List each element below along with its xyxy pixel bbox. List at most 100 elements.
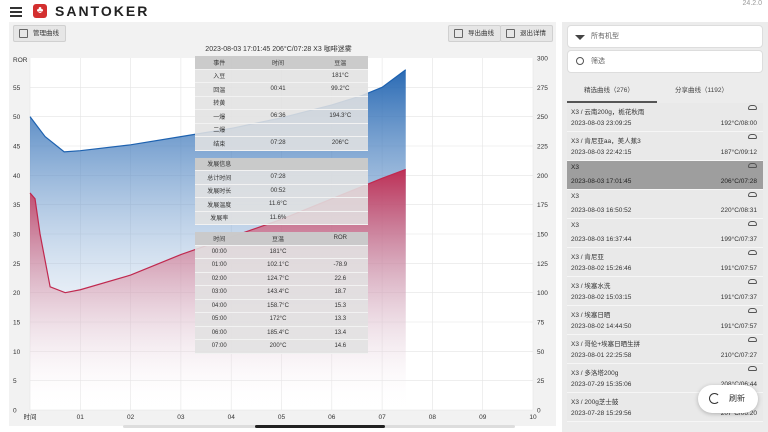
curve-name: X3 / 200g芝士鼓 [571, 399, 619, 406]
development-table: 发展信息 总计时间 07:28 发展时长 00:52 发展温度 11.6°C 发展率 11.6% [195, 157, 368, 225]
y-left-tick-4: 20 [13, 290, 21, 297]
event-table-row: 一爆 06:36 194.3°C [195, 110, 368, 124]
time-table-cell: 158.7°C [267, 302, 289, 309]
time-table-cell: 15.3 [334, 302, 347, 309]
dev-table-row: 发展温度 11.6°C [195, 198, 368, 212]
model-filter-dropdown[interactable]: 所有机型 [567, 25, 763, 48]
curve-list-item[interactable]: X3 / 埃塞水洗 2023-08-02 15:03:15 191°C/07:37 [567, 277, 763, 306]
event-table-cell: 07:28 [270, 140, 286, 147]
time-table-row: 01:00 102.1°C -78.9 [195, 259, 368, 273]
curve-result: 191°C/07:57 [720, 265, 757, 272]
time-table-cell: -78.9 [333, 262, 348, 269]
time-table-row: 03:00 143.4°C 18.7 [195, 286, 368, 300]
curve-date: 2023-08-03 23:09:25 [571, 120, 632, 127]
time-table-row: 04:00 158.7°C 15.3 [195, 300, 368, 313]
curve-list[interactable]: X3 / 云南200g，栀花秋雨 2023-08-03 23:09:25 192°C… [567, 103, 763, 428]
time-table-cell: 00:00 [211, 248, 227, 255]
horizontal-scrollbar[interactable] [255, 425, 385, 428]
cloud-icon [748, 221, 757, 226]
event-table-cell: 时间 [272, 60, 285, 67]
curve-list-item[interactable]: X3 2023-08-03 16:50:52 220°C/08:31 [567, 190, 763, 219]
event-table-cell: 00:41 [270, 86, 286, 93]
dev-table-row: 发展率 11.6% [195, 212, 368, 225]
dev-table-cell: 00:52 [270, 187, 286, 194]
curve-name: X3 / 哥伦+埃塞日晒生拼 [571, 341, 641, 348]
exit-details-button[interactable]: 退出详情 [500, 25, 553, 42]
y-left-tick-7: 35 [13, 202, 21, 209]
event-table-row: 二爆 [195, 124, 368, 137]
time-table-cell: 185.4°C [267, 329, 289, 336]
event-table-cell: 206°C [331, 140, 349, 147]
dev-table-cell: 发展温度 [207, 202, 232, 209]
curve-tabs: 精选曲线（276） 分享曲线（1192） [567, 84, 763, 100]
refresh-icon [709, 393, 720, 404]
model-filter-value: 所有机型 [591, 33, 619, 40]
tab-shared-curves[interactable]: 分享曲线（1192） [675, 87, 728, 94]
curve-date: 2023-08-03 22:42:15 [571, 149, 632, 156]
curve-result: 207°C/06:20 [720, 410, 757, 417]
export-curve-label: 导出曲线 [468, 30, 494, 37]
cloud-icon [748, 105, 757, 110]
y-right-tick-3: 75 [537, 320, 545, 327]
refresh-label: 刷新 [729, 394, 745, 403]
curve-name: X3 / 埃塞水洗 [571, 283, 611, 290]
time-table: 时间 豆温 ROR 00:00 181°C 01:00 102.1°C -78.9 02:00 1… [195, 232, 368, 354]
y-left-tick-2: 10 [13, 349, 21, 356]
event-table-cell: 豆温 [334, 60, 347, 67]
y-right-tick-4: 100 [537, 290, 548, 297]
time-table-cell: 22.6 [334, 275, 347, 282]
curve-list-item[interactable]: X3 / 肯尼亚aa，美人蕉3 2023-08-03 22:42:15 187°C/… [567, 132, 763, 161]
time-table-cell: 02:00 [211, 275, 227, 282]
y-right-tick-1: 25 [537, 378, 545, 385]
manage-icon [19, 29, 28, 38]
curve-list-item[interactable]: X3 / 埃塞日晒 2023-08-02 14:44:50 191°C/07:57 [567, 306, 763, 335]
event-table-cell: 入豆 [213, 74, 226, 81]
y-right-tick-2: 50 [537, 349, 545, 356]
dev-table-cell: 11.6% [269, 214, 287, 221]
x-tick-7: 07 [378, 414, 386, 421]
event-table: 事件 时间 豆温 入豆 181°C 回温 00:41 99.2°C 转黄 一爆 06:36 194.3… [195, 56, 368, 151]
curve-list-item[interactable]: X3 2023-08-03 17:01:45 206°C/07:28 [567, 161, 763, 190]
curve-result: 191°C/07:57 [720, 323, 757, 330]
tab-filtered-curves[interactable]: 精选曲线（276） [584, 87, 634, 94]
active-tab-indicator [567, 101, 657, 103]
dev-table-header-row: 发展信息 [195, 157, 368, 171]
exit-details-label: 退出详情 [520, 30, 546, 37]
event-table-row: 转黄 [195, 97, 368, 110]
dev-table-row: 总计时间 07:28 [195, 171, 368, 185]
curve-list-item[interactable]: X3 / 肯尼亚 2023-08-02 15:26:46 191°C/07:57 [567, 248, 763, 277]
curve-result: 199°C/07:37 [720, 236, 757, 243]
curve-list-item[interactable]: X3 / 多洛塔200g 2023-07-29 15:35:06 208°C/06:… [567, 364, 763, 393]
curve-list-item[interactable]: X3 / 哥伦+埃塞日晒生拼 2023-08-01 22:25:58 210°C/0… [567, 335, 763, 364]
curve-result: 192°C/08:00 [720, 120, 757, 127]
curve-date: 2023-07-29 15:35:06 [571, 381, 632, 388]
x-tick-3: 03 [177, 414, 185, 421]
event-table-cell: 结束 [213, 141, 226, 148]
cloud-icon [748, 308, 757, 313]
time-table-cell: 143.4°C [267, 289, 289, 296]
event-table-cell: 回温 [213, 87, 226, 94]
curve-name: X3 [571, 164, 579, 171]
manage-curves-button[interactable]: 管理曲线 [13, 25, 66, 42]
curve-name: X3 [571, 222, 579, 229]
event-table-row: 入豆 181°C [195, 70, 368, 83]
time-table-row: 07:00 200°C 14.6 [195, 340, 368, 354]
cloud-icon [748, 366, 757, 371]
curve-result: 187°C/09:12 [720, 149, 757, 156]
hamburger-menu-icon[interactable] [10, 7, 22, 17]
refresh-button[interactable]: 刷新 [698, 385, 758, 413]
curve-name: X3 [571, 193, 579, 200]
y-right-tick-6: 150 [537, 232, 548, 239]
search-input[interactable]: 筛选 [567, 50, 763, 73]
event-table-row: 回温 00:41 99.2°C [195, 83, 368, 97]
curve-list-item[interactable]: X3 2023-08-03 16:37:44 199°C/07:37 [567, 219, 763, 248]
event-table-cell: 事件 [213, 60, 226, 67]
curve-result: 191°C/07:37 [720, 294, 757, 301]
curve-list-item[interactable]: X3 / 云南200g，栀花秋雨 2023-08-03 23:09:25 192°C… [567, 103, 763, 132]
y-left-tick-10: 50 [13, 114, 21, 121]
dropdown-arrow-icon [575, 35, 585, 40]
curve-result: 210°C/07:27 [720, 352, 757, 359]
time-table-cell: 时间 [213, 236, 226, 243]
y-left-tick-5: 25 [13, 261, 21, 268]
app-version: 24.2.0 [742, 0, 762, 7]
